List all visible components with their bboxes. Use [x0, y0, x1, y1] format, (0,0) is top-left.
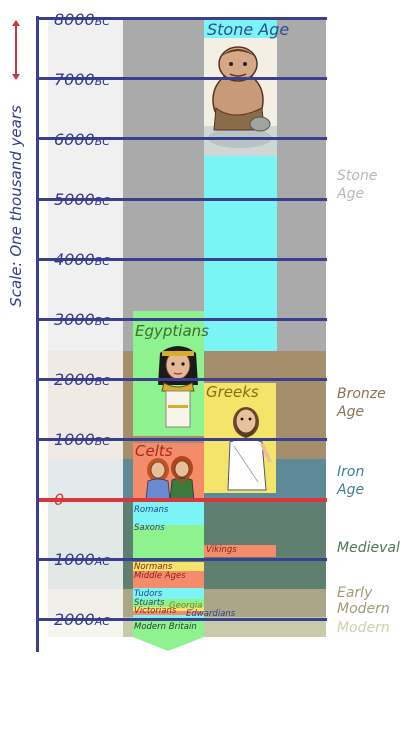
greek-portrait — [224, 402, 272, 492]
era-bronze-age: Bronze Age — [337, 386, 386, 420]
scale-arrow-head-up — [12, 20, 20, 26]
egyptian-portrait — [154, 343, 202, 429]
gridline-1000ac — [38, 558, 327, 561]
middle-ages-block — [133, 571, 204, 588]
scale-label: Scale: One thousand years — [6, 86, 26, 326]
gridline-2000ac — [38, 618, 327, 621]
victorians-label: Victorians — [134, 606, 177, 616]
tick-6000bc: 6000BC — [54, 130, 110, 149]
gridline-7000bc — [38, 77, 327, 80]
stuarts-block — [133, 599, 204, 607]
label-column-overlay — [48, 18, 123, 637]
present-arrow — [133, 637, 204, 651]
middle-ages-label: Middle Ages — [134, 571, 186, 581]
gridline-4000bc — [38, 258, 327, 261]
tick-8000bc: 8000BC — [54, 10, 110, 29]
greeks-title: Greeks — [206, 383, 259, 401]
normans-label: Normans — [134, 562, 173, 572]
romans-block — [133, 500, 204, 525]
tudors-label: Tudors — [134, 589, 163, 599]
tick-zero: 0 — [54, 490, 65, 509]
victorians-block — [133, 611, 204, 615]
tick-1000bc: 1000BC — [54, 430, 110, 449]
edwardians-block — [133, 615, 204, 618]
romans-label: Romans — [134, 505, 169, 515]
gridline-2000bc — [38, 378, 327, 381]
gridline-1000bc — [38, 438, 327, 441]
era-early-modern: Early Modern — [337, 585, 390, 617]
tick-5000bc: 5000BC — [54, 190, 110, 209]
gridline-8000bc — [38, 17, 327, 20]
era-medieval: Medieval — [337, 540, 400, 556]
vikings-label: Vikings — [206, 545, 237, 555]
gridline-6000bc — [38, 137, 327, 140]
tick-4000bc: 4000BC — [54, 250, 110, 269]
celts-title: Celts — [135, 442, 173, 460]
egyptians-title: Egyptians — [135, 322, 209, 340]
saxons-label: Saxons — [134, 523, 165, 533]
celts-portrait — [140, 455, 202, 501]
gridline-zero — [38, 498, 327, 502]
vikings-block — [204, 545, 276, 557]
scale-arrow — [15, 24, 17, 74]
modern-britain-block — [133, 618, 204, 637]
modern-britain-label: Modern Britain — [134, 622, 197, 632]
tick-3000bc: 3000BC — [54, 310, 110, 329]
tick-7000bc: 7000BC — [54, 70, 110, 89]
gridline-3000bc — [38, 318, 327, 321]
timeline-axis — [36, 16, 39, 652]
saxons-block — [133, 525, 204, 560]
tick-2000bc: 2000BC — [54, 370, 110, 389]
georgia-label: Georgia — [169, 601, 203, 611]
era-modern: Modern — [337, 620, 390, 636]
tick-1000ac: 1000AC — [54, 550, 110, 569]
edwardians-label: Edwardians — [186, 609, 236, 619]
tudors-block — [133, 588, 204, 599]
scale-label-text: Scale: One thousand years — [7, 105, 25, 307]
gridline-5000bc — [38, 198, 327, 201]
normans-block — [133, 562, 204, 571]
georgia-block — [133, 607, 204, 611]
scale-arrow-head-down — [12, 74, 20, 80]
era-stone-age: Stone Age — [337, 168, 378, 202]
stuarts-label: Stuarts — [134, 598, 165, 608]
tick-2000ac: 2000AC — [54, 610, 110, 629]
stone-age-title: Stone Age — [207, 20, 290, 39]
era-iron-age: Iron Age — [337, 464, 365, 498]
